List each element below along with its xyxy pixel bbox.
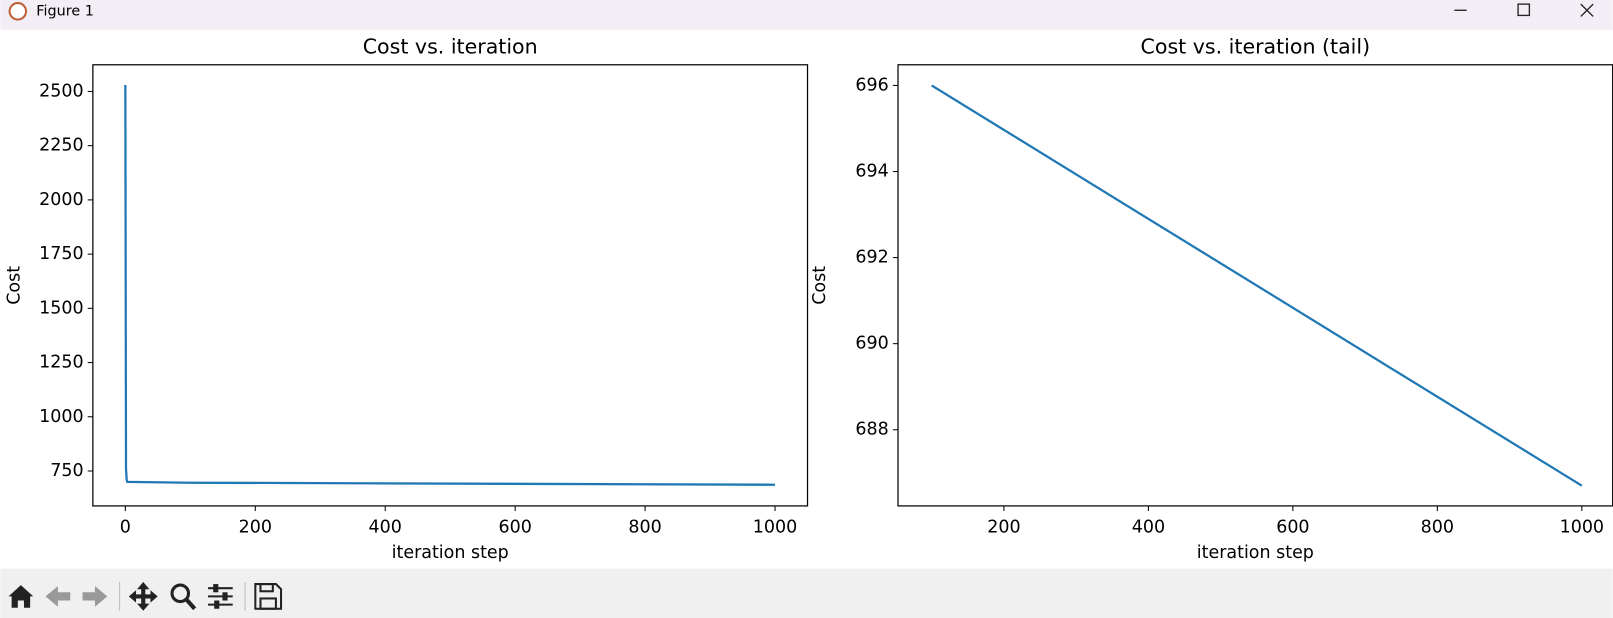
home-button[interactable] [8,585,34,608]
maximize-button[interactable] [1517,3,1531,17]
x-tick-label: 0 [120,518,131,538]
y-tick-label: 696 [855,75,888,95]
x-tick-label: 800 [1421,518,1454,538]
y-tick-label: 750 [50,461,83,481]
x-tick-label: 400 [1132,518,1165,538]
x-axis-label: iteration step [1197,543,1314,563]
data-line [124,84,776,486]
y-tick-label: 694 [855,162,888,182]
plot-frame [92,64,809,507]
x-tick-label: 1000 [1560,518,1604,538]
x-tick-label: 200 [239,518,272,538]
y-tick-label: 2500 [39,81,83,101]
y-tick-label: 1250 [39,353,83,373]
x-axis-label: iteration step [392,543,509,563]
close-button[interactable] [1580,3,1594,17]
configure-button[interactable] [208,584,233,609]
window-title: Figure 1 [36,3,94,19]
pan-button[interactable] [128,582,158,611]
toolbar [0,568,1613,618]
y-tick-label: 692 [855,248,888,268]
app-icon [8,2,28,21]
y-tick-label: 1500 [39,298,83,318]
y-tick-label: 690 [855,334,888,354]
x-tick-label: 600 [498,518,531,538]
y-tick-label: 2250 [39,136,83,156]
y-tick-label: 1750 [39,244,83,264]
title-bar [0,0,1613,30]
y-tick-label: 1000 [39,407,83,427]
data-line [931,84,1583,487]
x-tick-label: 400 [369,518,402,538]
y-tick-label: 688 [855,420,888,440]
x-tick-label: 1000 [753,518,797,538]
y-tick-label: 2000 [39,190,83,210]
save-button[interactable] [254,583,283,610]
chart-title: Cost vs. iteration [363,34,538,58]
x-tick-label: 200 [987,518,1020,538]
chart-title: Cost vs. iteration (tail) [1141,34,1371,58]
x-tick-label: 600 [1276,518,1309,538]
y-axis-label: Cost [5,266,25,305]
zoom-button[interactable] [170,583,197,611]
y-axis-label: Cost [810,266,830,305]
x-tick-label: 800 [628,518,661,538]
